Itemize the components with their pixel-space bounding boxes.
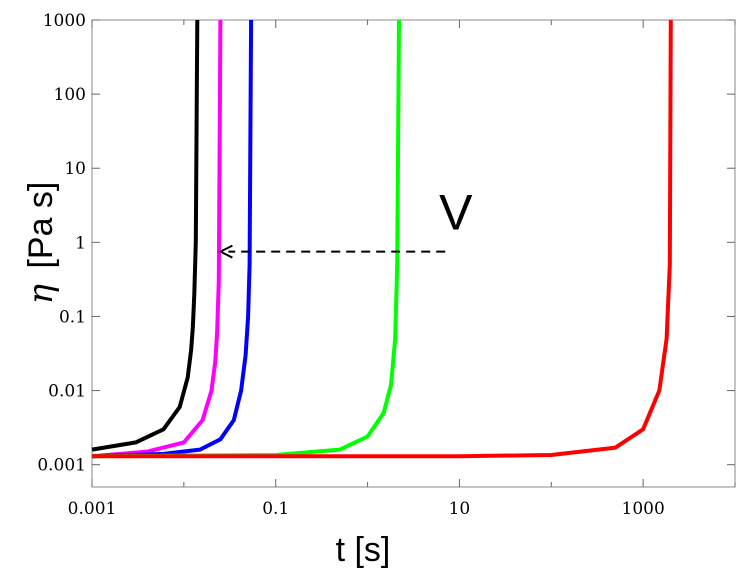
x-tick-label: 0.1: [262, 499, 289, 519]
y-axis-title: η [Pa s]: [21, 182, 61, 305]
y-tick-label: 1: [75, 233, 86, 253]
series-layer: [91, 19, 673, 459]
y-tick-label: 10: [64, 159, 86, 179]
y-tick-label: 100: [54, 85, 86, 105]
y-tick-label: 0.1: [59, 307, 86, 327]
x-tick-label: 10: [449, 499, 471, 519]
plot-frame: [91, 19, 736, 488]
x-axis: 0.001 0.1 10 1000: [68, 20, 736, 519]
y-axis-symbol: η: [21, 283, 61, 304]
series-line-2: [91, 19, 223, 459]
y-axis-unit: [Pa s]: [22, 182, 60, 269]
x-tick-label: 1000: [622, 499, 665, 519]
x-tick-label: 0.001: [68, 499, 117, 519]
y-tick-label: 0.001: [37, 456, 86, 476]
svg-text:η [Pa s]: η [Pa s]: [21, 182, 61, 305]
series-line-5: [92, 19, 673, 459]
annotation-arrow-head: [218, 244, 233, 259]
annotation-label: V: [439, 185, 473, 241]
x-axis-title: t [s]: [336, 531, 391, 569]
y-tick-label: 0.01: [48, 382, 86, 402]
series-line-3: [91, 19, 254, 459]
series-line-1: [91, 19, 200, 452]
y-tick-label: 1000: [43, 11, 86, 31]
series-line-4: [91, 19, 401, 459]
annotation-layer: V: [218, 185, 473, 259]
y-axis: 0.001 0.01 0.1 1 10 100 1000: [37, 11, 735, 476]
